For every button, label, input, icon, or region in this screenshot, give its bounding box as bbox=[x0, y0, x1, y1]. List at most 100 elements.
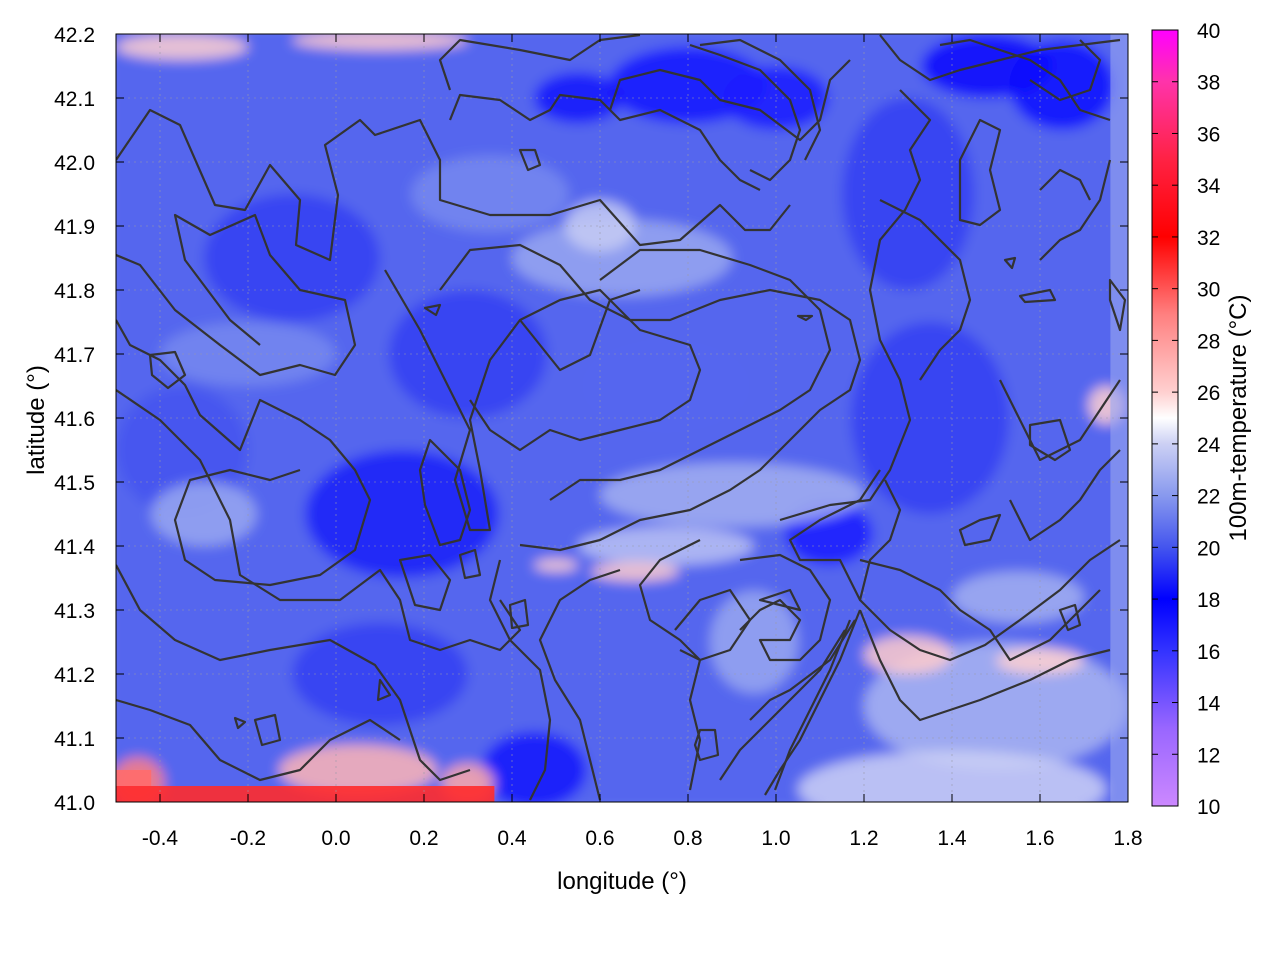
heatmap-cell bbox=[116, 770, 152, 786]
colorbar-tick-label: 12 bbox=[1197, 744, 1220, 767]
colorbar-tick-label: 22 bbox=[1197, 486, 1220, 509]
contour-line bbox=[458, 548, 482, 580]
x-tick-label: -0.2 bbox=[230, 827, 266, 850]
contour-line bbox=[1039, 168, 1091, 201]
contour-line bbox=[1009, 449, 1121, 542]
colorbar-tick-label: 26 bbox=[1197, 382, 1220, 405]
contour-line bbox=[384, 269, 702, 532]
x-tick-label: 0.6 bbox=[585, 827, 614, 850]
heatmap-field bbox=[116, 34, 1128, 802]
colorbar-tick-label: 20 bbox=[1197, 537, 1220, 560]
contour-line bbox=[859, 539, 1121, 662]
contour-line bbox=[376, 678, 392, 702]
heatmap-cell bbox=[204, 194, 380, 322]
heatmap-cells bbox=[116, 34, 1128, 802]
contour-line bbox=[1028, 418, 1072, 462]
heatmap-cell bbox=[305, 450, 499, 578]
colorbar-tick-label: 24 bbox=[1197, 434, 1221, 457]
y-tick-label: 41.4 bbox=[54, 536, 95, 559]
y-tick-label: 41.9 bbox=[54, 216, 95, 239]
contour-line bbox=[788, 469, 902, 602]
heatmap-cell bbox=[921, 34, 1054, 98]
heatmap-cell bbox=[481, 731, 587, 802]
x-tick-label: -0.4 bbox=[142, 827, 179, 850]
colorbar-tick-label: 30 bbox=[1197, 279, 1220, 302]
heatmap-cell bbox=[952, 571, 1084, 623]
colorbar-gradient bbox=[1151, 29, 1179, 807]
colorbar-tick-label: 32 bbox=[1197, 227, 1220, 250]
contour-line bbox=[879, 199, 972, 381]
heatmap-cell bbox=[864, 635, 952, 674]
colorbar-tick-label: 40 bbox=[1197, 20, 1220, 43]
heatmap-cell bbox=[151, 482, 257, 546]
contour-line bbox=[739, 553, 832, 662]
colorbar: 10 12 14 16 18 20 22 24 26 28 30 32 34 36 38 40 bbox=[1151, 20, 1221, 819]
y-tick-label: 41.6 bbox=[54, 408, 95, 431]
y-tick-label: 42.2 bbox=[54, 24, 95, 47]
x-tick-label: 0.2 bbox=[409, 827, 438, 850]
contour-line bbox=[879, 34, 1121, 82]
x-tick-label: 1.0 bbox=[761, 827, 790, 850]
contour-line bbox=[418, 438, 472, 547]
contour-line bbox=[999, 379, 1121, 462]
contour-line bbox=[758, 588, 802, 612]
contour-line bbox=[674, 588, 752, 662]
contour-line bbox=[423, 303, 442, 317]
x-tick-label: 0.8 bbox=[673, 827, 702, 850]
heatmap-cell bbox=[512, 219, 732, 297]
contour-line bbox=[398, 553, 452, 612]
heatmap-cell bbox=[278, 744, 438, 796]
contour-line bbox=[638, 539, 702, 791]
y-tick-label: 42.1 bbox=[54, 88, 95, 111]
heatmap-cell bbox=[864, 642, 1128, 770]
heatmap-cell bbox=[388, 290, 548, 418]
x-tick-label: 1.6 bbox=[1025, 827, 1054, 850]
heatmap-cell bbox=[410, 155, 570, 233]
heatmap-cell bbox=[850, 322, 1010, 514]
contour-line bbox=[796, 314, 814, 322]
contour-line bbox=[518, 148, 542, 172]
grid-lines bbox=[116, 34, 1128, 802]
y-tick-label: 41.1 bbox=[54, 728, 95, 751]
y-axis: 41.0 41.1 41.2 41.3 41.4 41.5 41.6 41.7 41.8 41.9… bbox=[54, 24, 1128, 815]
colorbar-tick-label: 36 bbox=[1197, 123, 1220, 146]
heatmap-cell bbox=[591, 562, 680, 582]
contour-line bbox=[693, 728, 720, 762]
contour-line bbox=[699, 38, 822, 161]
contour-line bbox=[958, 118, 1002, 227]
contour-line bbox=[116, 698, 401, 782]
colorbar-tick-label: 16 bbox=[1197, 641, 1220, 664]
contour-line bbox=[1003, 256, 1017, 270]
x-tick-label: 0.0 bbox=[321, 827, 350, 850]
x-tick-label: 1.4 bbox=[937, 827, 967, 850]
contour-line bbox=[519, 288, 641, 372]
contour-line bbox=[689, 43, 802, 182]
heatmap-cell bbox=[600, 462, 864, 527]
y-tick-label: 41.2 bbox=[54, 664, 95, 687]
contour-line bbox=[1029, 39, 1102, 102]
contour-line bbox=[1039, 159, 1112, 261]
contour-line bbox=[508, 598, 530, 630]
colorbar-tick-label: 34 bbox=[1197, 175, 1221, 198]
contour-line bbox=[858, 609, 1111, 722]
heatmap-cell bbox=[534, 558, 578, 572]
x-axis-title: longitude (°) bbox=[557, 868, 687, 895]
y-tick-label: 41.5 bbox=[54, 472, 95, 495]
colorbar-title: 100m-temperature (°C) bbox=[1225, 294, 1252, 541]
heatmap-cell bbox=[842, 98, 974, 290]
y-tick-label: 41.3 bbox=[54, 600, 95, 623]
contour-line bbox=[939, 38, 1111, 122]
contour-line bbox=[439, 243, 862, 552]
contour-line bbox=[1058, 603, 1082, 632]
contour-line bbox=[719, 629, 846, 781]
contour-line bbox=[958, 513, 1002, 547]
heatmap-cell bbox=[116, 786, 495, 802]
contour-line bbox=[448, 93, 761, 191]
contour-line bbox=[549, 248, 832, 501]
y-tick-label: 41.0 bbox=[54, 792, 95, 815]
y-axis-title: latitude (°) bbox=[23, 365, 50, 475]
x-axis: -0.4 -0.2 0.0 0.2 0.4 0.6 0.8 1.0 1.2 1.4 1.6 1.8 bbox=[142, 34, 1143, 850]
heatmap-cell bbox=[116, 386, 248, 514]
colorbar-tick-label: 18 bbox=[1197, 589, 1220, 612]
